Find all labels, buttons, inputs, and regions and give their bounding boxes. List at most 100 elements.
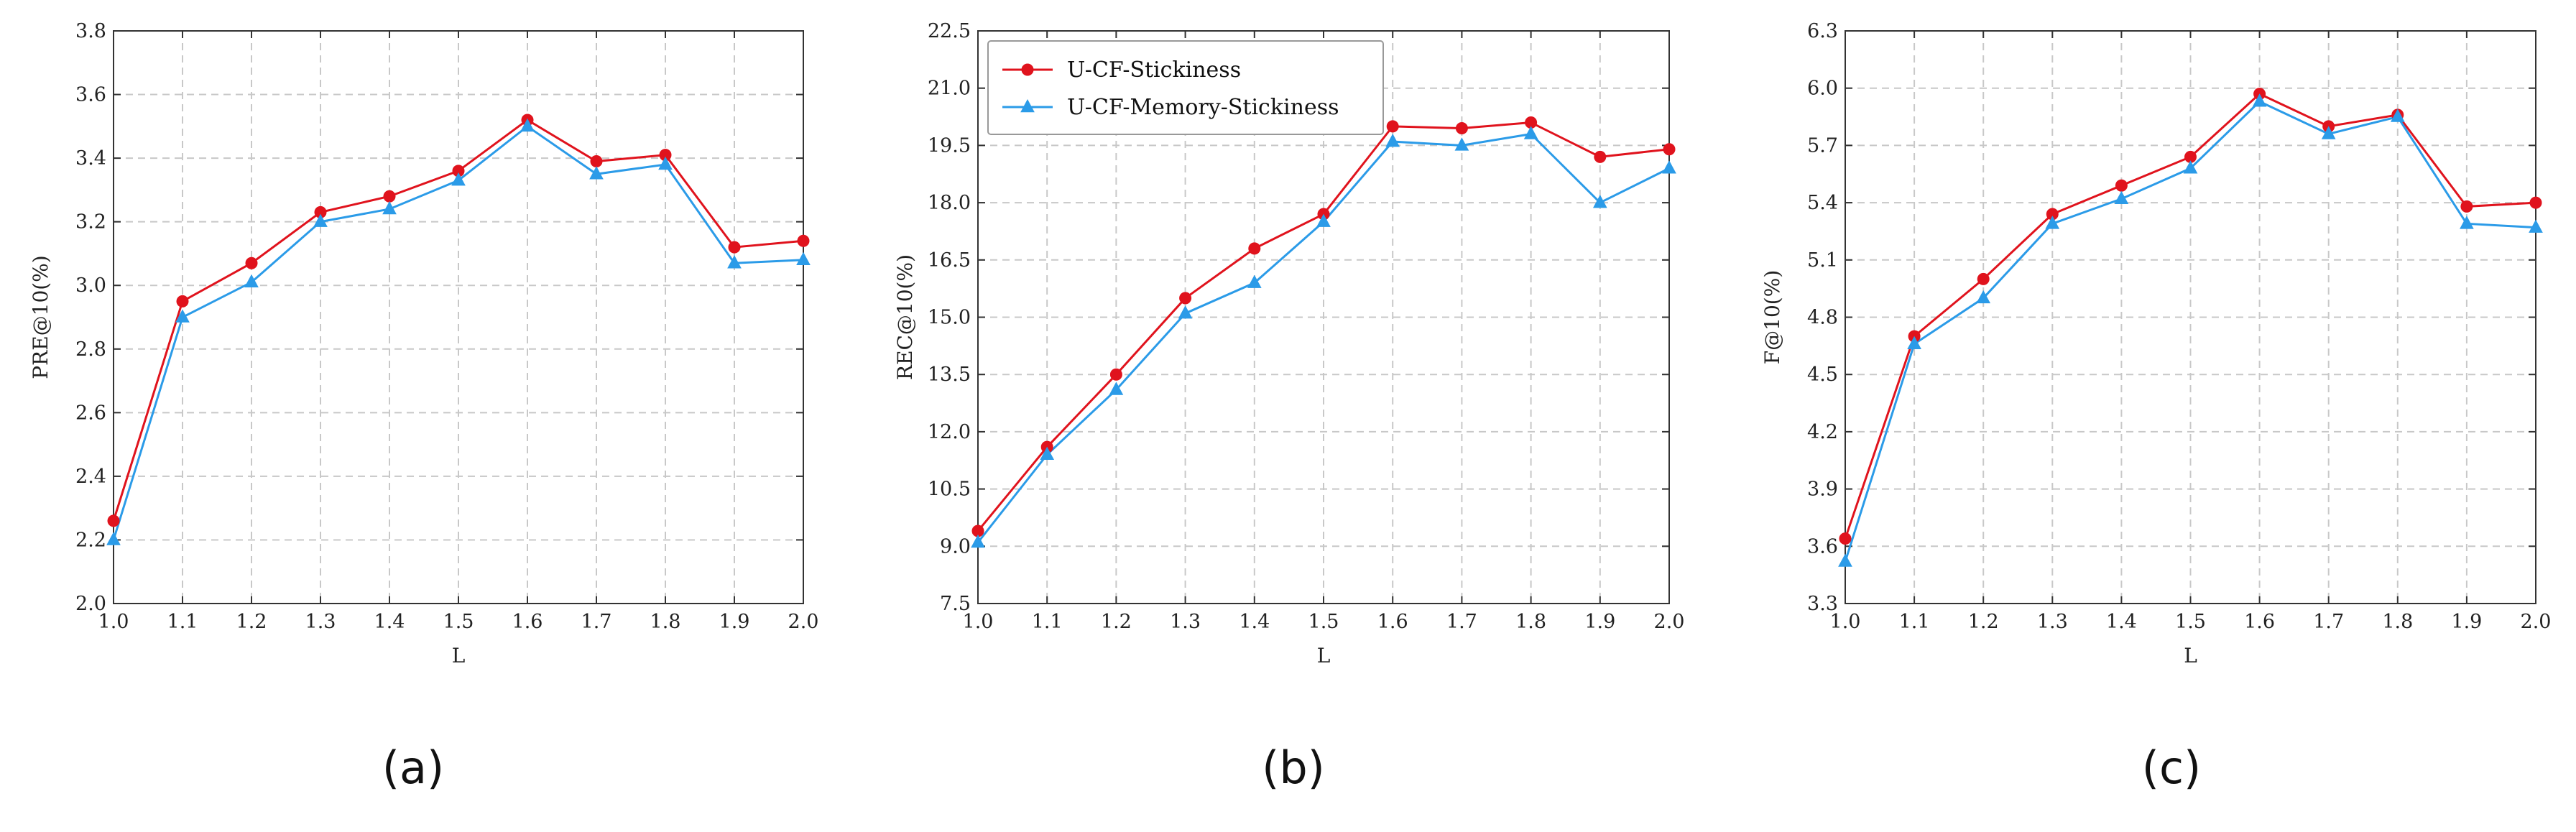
y-tick-label: 22.5 [928, 20, 971, 42]
y-tick-label: 3.6 [1807, 535, 1838, 558]
data-point-memory-stickiness [2183, 160, 2198, 174]
legend-marker [1021, 63, 1034, 76]
chart-panel-a: 2.0 2.2 2.4 2.6 2.8 3.0 3.2 3.4 3.6 3.8 1.0 1.1 1.2 1… [29, 20, 818, 794]
data-point-memory-stickiness [1109, 382, 1124, 395]
y-axis-label: F@10(%) [1760, 270, 1784, 365]
data-point-stickiness [245, 256, 258, 269]
legend-entry: U-CF-Memory-Stickiness [1067, 95, 1339, 120]
data-point-stickiness [1977, 272, 1990, 285]
data-point-memory-stickiness [2321, 126, 2336, 139]
y-tick-label: 5.7 [1807, 134, 1838, 157]
data-point-memory-stickiness [106, 532, 121, 545]
data-point-memory-stickiness [1454, 137, 1469, 151]
y-tick-label: 15.0 [928, 307, 971, 329]
x-tick-label: 2.0 [1654, 611, 1685, 633]
y-tick-label: 5.4 [1807, 192, 1838, 214]
data-point-stickiness [1386, 120, 1399, 133]
data-point-memory-stickiness [2045, 216, 2060, 229]
data-point-memory-stickiness [2252, 93, 2267, 107]
data-point-memory-stickiness [1178, 305, 1193, 319]
y-tick-label: 19.5 [928, 134, 971, 157]
y-tick-label: 9.0 [940, 535, 971, 558]
x-tick-label: 1.3 [305, 611, 336, 633]
x-tick-label: 1.7 [581, 611, 612, 633]
x-axis-label: L [2184, 644, 2197, 667]
y-tick-label: 3.0 [75, 274, 106, 297]
y-tick-label: 4.5 [1807, 364, 1838, 386]
y-axis-label: REC@10(%) [893, 254, 917, 380]
y-tick-label: 7.5 [940, 593, 971, 615]
data-point-stickiness [797, 234, 810, 247]
data-point-memory-stickiness [1838, 553, 1852, 567]
x-tick-label: 1.7 [2313, 611, 2344, 633]
data-point-memory-stickiness [727, 255, 742, 269]
y-tick-label: 21.0 [928, 78, 971, 100]
data-point-memory-stickiness [658, 156, 673, 170]
chart-panel-b: 7.5 9.0 10.5 12.0 13.5 15.0 16.5 18.0 19.5 21.0 22… [893, 20, 1684, 794]
x-tick-label: 1.5 [2175, 611, 2206, 633]
data-point-stickiness [2115, 179, 2128, 192]
y-tick-label: 3.3 [1807, 593, 1838, 615]
data-point-memory-stickiness [1523, 126, 1538, 139]
x-tick-label: 1.0 [963, 611, 994, 633]
data-point-stickiness [2460, 200, 2473, 213]
data-point-stickiness [590, 155, 603, 168]
data-point-memory-stickiness [2460, 216, 2474, 229]
x-tick-label: 1.9 [719, 611, 750, 633]
data-point-memory-stickiness [2529, 219, 2543, 233]
data-point-memory-stickiness [1592, 195, 1607, 208]
x-tick-label: 1.1 [1899, 611, 1930, 633]
data-point-memory-stickiness [796, 251, 811, 266]
x-tick-label: 1.5 [1308, 611, 1339, 633]
data-point-stickiness [2529, 196, 2542, 209]
y-tick-label: 2.2 [75, 529, 106, 551]
x-tick-label: 1.0 [1830, 611, 1861, 633]
x-tick-label: 2.0 [2521, 611, 2552, 633]
data-point-memory-stickiness [1247, 274, 1262, 288]
x-tick-label: 1.4 [2106, 611, 2137, 633]
data-point-memory-stickiness [2114, 190, 2129, 205]
x-tick-label: 1.9 [2451, 611, 2482, 633]
x-tick-label: 1.4 [374, 611, 405, 633]
data-point-memory-stickiness [1976, 290, 1991, 304]
data-point-stickiness [1663, 143, 1676, 156]
legend-box [987, 40, 1384, 135]
data-point-memory-stickiness [971, 534, 985, 548]
panel-caption: (a) [382, 741, 444, 794]
y-tick-label: 16.5 [928, 249, 971, 272]
legend: U-CF-Stickiness U-CF-Memory-Stickiness [987, 40, 1384, 135]
data-point-memory-stickiness [1040, 446, 1055, 461]
y-tick-label: 3.2 [75, 211, 106, 234]
x-tick-label: 1.9 [1584, 611, 1615, 633]
data-point-stickiness [1594, 150, 1607, 163]
x-tick-label: 1.2 [236, 611, 267, 633]
x-tick-label: 1.3 [2037, 611, 2068, 633]
x-tick-label: 1.1 [1032, 611, 1063, 633]
data-point-memory-stickiness [451, 172, 466, 186]
x-axis-label: L [452, 644, 466, 667]
y-tick-label: 3.8 [75, 20, 106, 42]
y-tick-label: 13.5 [928, 364, 971, 386]
data-point-memory-stickiness [1907, 336, 1921, 349]
data-point-memory-stickiness [382, 200, 397, 215]
y-axis-label: PRE@10(%) [29, 255, 52, 379]
y-tick-label: 3.9 [1807, 479, 1838, 501]
data-point-stickiness [1455, 121, 1468, 134]
data-point-stickiness [728, 241, 741, 254]
x-tick-label: 1.6 [1377, 611, 1408, 633]
y-tick-label: 12.0 [928, 421, 971, 443]
x-axis-label: L [1317, 644, 1331, 667]
y-tick-label: 6.3 [1807, 20, 1838, 42]
x-tick-label: 1.5 [443, 611, 474, 633]
y-tick-label: 4.2 [1807, 421, 1838, 443]
y-tick-label: 5.1 [1807, 249, 1838, 272]
x-tick-label: 1.2 [1968, 611, 1999, 633]
data-point-memory-stickiness [313, 213, 328, 227]
x-tick-label: 2.0 [788, 611, 819, 633]
y-tick-label: 6.0 [1807, 78, 1838, 100]
x-tick-label: 1.8 [1515, 611, 1546, 633]
data-point-stickiness [176, 295, 189, 308]
x-tick-label: 1.3 [1170, 611, 1201, 633]
data-point-memory-stickiness [1385, 134, 1400, 147]
